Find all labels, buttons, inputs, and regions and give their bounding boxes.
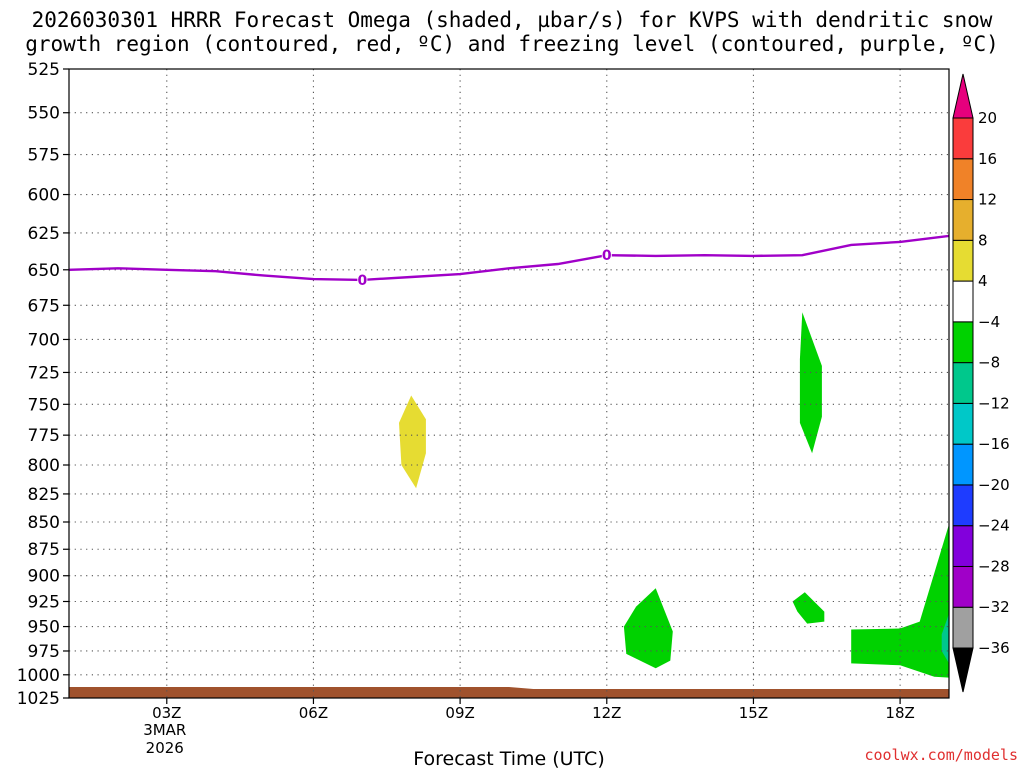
omega-shading-layer bbox=[69, 312, 949, 698]
colorbar-level-label: −20 bbox=[978, 476, 1010, 494]
colorbar-level-label: −12 bbox=[978, 394, 1010, 412]
y-tick-label: 625 bbox=[28, 224, 60, 244]
y-tick-label: 575 bbox=[28, 146, 60, 166]
omega-region-3 bbox=[623, 588, 673, 669]
colorbar-min-triangle bbox=[952, 647, 974, 693]
colorbar-level-label: 20 bbox=[978, 109, 997, 127]
y-axis: 525 550 575 600 625 650 675 700 725 750 775 800 825 8… bbox=[17, 60, 69, 709]
y-tick-label: 525 bbox=[28, 60, 60, 80]
colorbar-swatch bbox=[952, 525, 974, 567]
y-tick-label: 825 bbox=[28, 485, 60, 505]
x-tick-label: 15Z bbox=[739, 704, 768, 722]
contour-label-bg bbox=[357, 271, 368, 288]
x-date-label: 3MAR bbox=[143, 721, 186, 739]
colorbar-level-label: −8 bbox=[978, 354, 1000, 372]
y-tick-label: 675 bbox=[28, 296, 60, 316]
colorbar-max-triangle bbox=[952, 73, 974, 119]
y-tick-label: 900 bbox=[28, 567, 60, 587]
y-tick-label: 750 bbox=[28, 395, 60, 415]
colorbar-swatch bbox=[952, 239, 974, 282]
y-tick-label: 550 bbox=[28, 104, 60, 124]
credit-text: coolwx.com/models bbox=[864, 746, 1018, 764]
colorbar-level-label: −24 bbox=[978, 517, 1010, 535]
freezing-level-label: 0 bbox=[602, 248, 612, 264]
y-tick-label: 850 bbox=[28, 513, 60, 533]
y-tick-label: 925 bbox=[28, 592, 60, 612]
colorbar-swatch bbox=[952, 362, 974, 404]
omega-region-4 bbox=[792, 592, 825, 624]
colorbar-level-label: −16 bbox=[978, 435, 1010, 453]
y-tick-label: 975 bbox=[28, 642, 60, 662]
x-year-label: 2026 bbox=[146, 739, 184, 757]
colorbar-level-label: 12 bbox=[978, 191, 997, 209]
colorbar-swatch bbox=[952, 321, 974, 364]
x-tick-label: 18Z bbox=[885, 704, 914, 722]
x-tick-label: 09Z bbox=[445, 704, 474, 722]
x-tick-label: 03Z bbox=[152, 704, 181, 722]
colorbar-swatch bbox=[952, 565, 974, 608]
colorbar: −36 −32 −28 −24 −20 −16 −12 −8 −4 4 8 12 16 20 bbox=[952, 73, 1010, 693]
y-tick-label: 775 bbox=[28, 426, 60, 446]
freezing-level-line bbox=[69, 234, 949, 282]
y-tick-label: 600 bbox=[28, 186, 60, 206]
contour-label-bg bbox=[601, 247, 612, 264]
x-tick-label: 06Z bbox=[299, 704, 328, 722]
y-tick-label: 950 bbox=[28, 618, 60, 638]
colorbar-swatch bbox=[952, 158, 974, 201]
colorbar-level-label: 16 bbox=[978, 150, 997, 168]
title-line-1: 2026030301 HRRR Forecast Omega (shaded, … bbox=[31, 8, 993, 32]
omega-region-2 bbox=[799, 312, 822, 454]
omega-region-5 bbox=[851, 524, 949, 678]
y-tick-label: 650 bbox=[28, 261, 60, 281]
colorbar-level-label: 8 bbox=[978, 231, 988, 249]
title-line-2: growth region (contoured, red, ºC) and f… bbox=[25, 32, 999, 56]
colorbar-swatch bbox=[952, 606, 974, 649]
terrain-surface bbox=[69, 687, 949, 698]
colorbar-level-label: −32 bbox=[978, 598, 1010, 616]
plot-frame bbox=[68, 68, 950, 699]
chart-title: 2026030301 HRRR Forecast Omega (shaded, … bbox=[0, 8, 1024, 56]
colorbar-swatch bbox=[952, 280, 974, 323]
colorbar-swatch bbox=[952, 443, 974, 486]
colorbar-level-label: −28 bbox=[978, 557, 1010, 575]
colorbar-swatch bbox=[952, 117, 974, 160]
freezing-level-contour-layer: 00 bbox=[69, 234, 949, 289]
y-tick-label: 1025 bbox=[17, 689, 60, 709]
y-tick-label: 800 bbox=[28, 456, 60, 476]
y-tick-label: 700 bbox=[28, 330, 60, 350]
omega-region-1 bbox=[399, 395, 426, 489]
y-tick-label: 1000 bbox=[17, 666, 60, 686]
gridlines bbox=[69, 69, 949, 698]
colorbar-level-label: −36 bbox=[978, 639, 1010, 657]
colorbar-level-label: 4 bbox=[978, 272, 988, 290]
y-tick-label: 875 bbox=[28, 540, 60, 560]
colorbar-swatch bbox=[952, 484, 974, 527]
colorbar-swatch bbox=[952, 402, 974, 445]
freezing-level-label: 0 bbox=[357, 273, 367, 289]
colorbar-swatch bbox=[952, 199, 974, 241]
x-axis-title: Forecast Time (UTC) bbox=[413, 748, 604, 768]
x-tick-label: 12Z bbox=[592, 704, 621, 722]
colorbar-level-label: −4 bbox=[978, 313, 1000, 331]
y-tick-label: 725 bbox=[28, 363, 60, 383]
